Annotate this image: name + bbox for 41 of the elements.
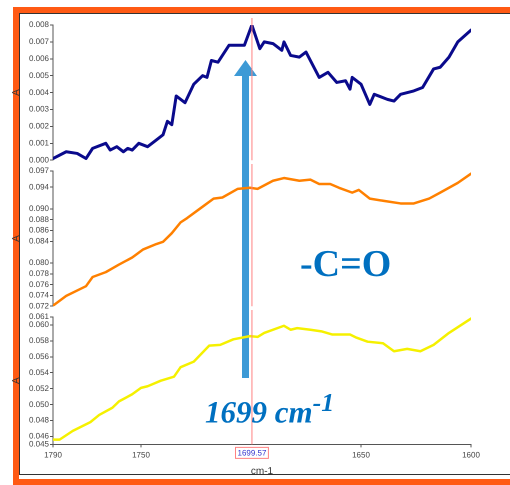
y-tick-label: 0.080 bbox=[28, 258, 50, 268]
y-tick-label: 0.056 bbox=[28, 352, 50, 362]
y-tick-label: 0.086 bbox=[28, 226, 50, 235]
y-tick-label: 0.088 bbox=[28, 214, 50, 224]
y-tick-label: 0.061 bbox=[28, 312, 50, 322]
y-tick-label: 0.000 bbox=[28, 155, 50, 164]
x-tick-label: 1650 bbox=[352, 450, 370, 460]
y-tick-label: 0.076 bbox=[28, 280, 50, 289]
y-tick-label: 0.048 bbox=[28, 416, 50, 425]
ref-line-label: 1699.57 bbox=[237, 448, 267, 458]
y-tick-label: 0.045 bbox=[28, 440, 50, 449]
y-tick-label: 0.078 bbox=[28, 268, 50, 278]
y-tick-label: 0.058 bbox=[28, 336, 50, 346]
y-tick-label: 0.005 bbox=[28, 70, 50, 80]
y-tick-label: 0.003 bbox=[28, 104, 50, 114]
y-tick-label: 0.008 bbox=[28, 20, 50, 30]
y-axis-title: A bbox=[10, 88, 22, 96]
x-tick-label: 1600 bbox=[462, 450, 480, 460]
x-tick-label: 1750 bbox=[132, 450, 150, 460]
annotation: -C=O bbox=[300, 242, 392, 286]
y-tick-label: 0.046 bbox=[28, 432, 50, 441]
annotation: 1699 cm$^{-1}$ bbox=[205, 388, 334, 430]
y-tick-label: 0.006 bbox=[28, 54, 50, 64]
y-axis-title: A bbox=[10, 377, 22, 384]
y-tick-label: 0.007 bbox=[28, 37, 50, 46]
y-tick-label: 0.052 bbox=[28, 384, 50, 393]
y-tick-label: 0.072 bbox=[28, 301, 50, 310]
y-tick-label: 0.050 bbox=[28, 400, 50, 409]
y-tick-label: 0.001 bbox=[28, 138, 50, 148]
y-tick-label: 0.060 bbox=[28, 320, 50, 330]
y-tick-label: 0.094 bbox=[28, 182, 50, 192]
y-tick-label: 0.004 bbox=[28, 88, 50, 97]
y-axis-title: A bbox=[10, 234, 22, 242]
y-tick-label: 0.074 bbox=[28, 290, 50, 300]
y-tick-label: 0.090 bbox=[28, 204, 50, 214]
x-tick-label: 1790 bbox=[44, 450, 62, 460]
y-tick-label: 0.097 bbox=[28, 166, 50, 176]
x-axis-title: cm-1 bbox=[250, 466, 274, 477]
y-tick-label: 0.054 bbox=[28, 368, 50, 377]
y-tick-label: 0.084 bbox=[28, 236, 50, 246]
y-tick-label: 0.002 bbox=[28, 122, 50, 131]
